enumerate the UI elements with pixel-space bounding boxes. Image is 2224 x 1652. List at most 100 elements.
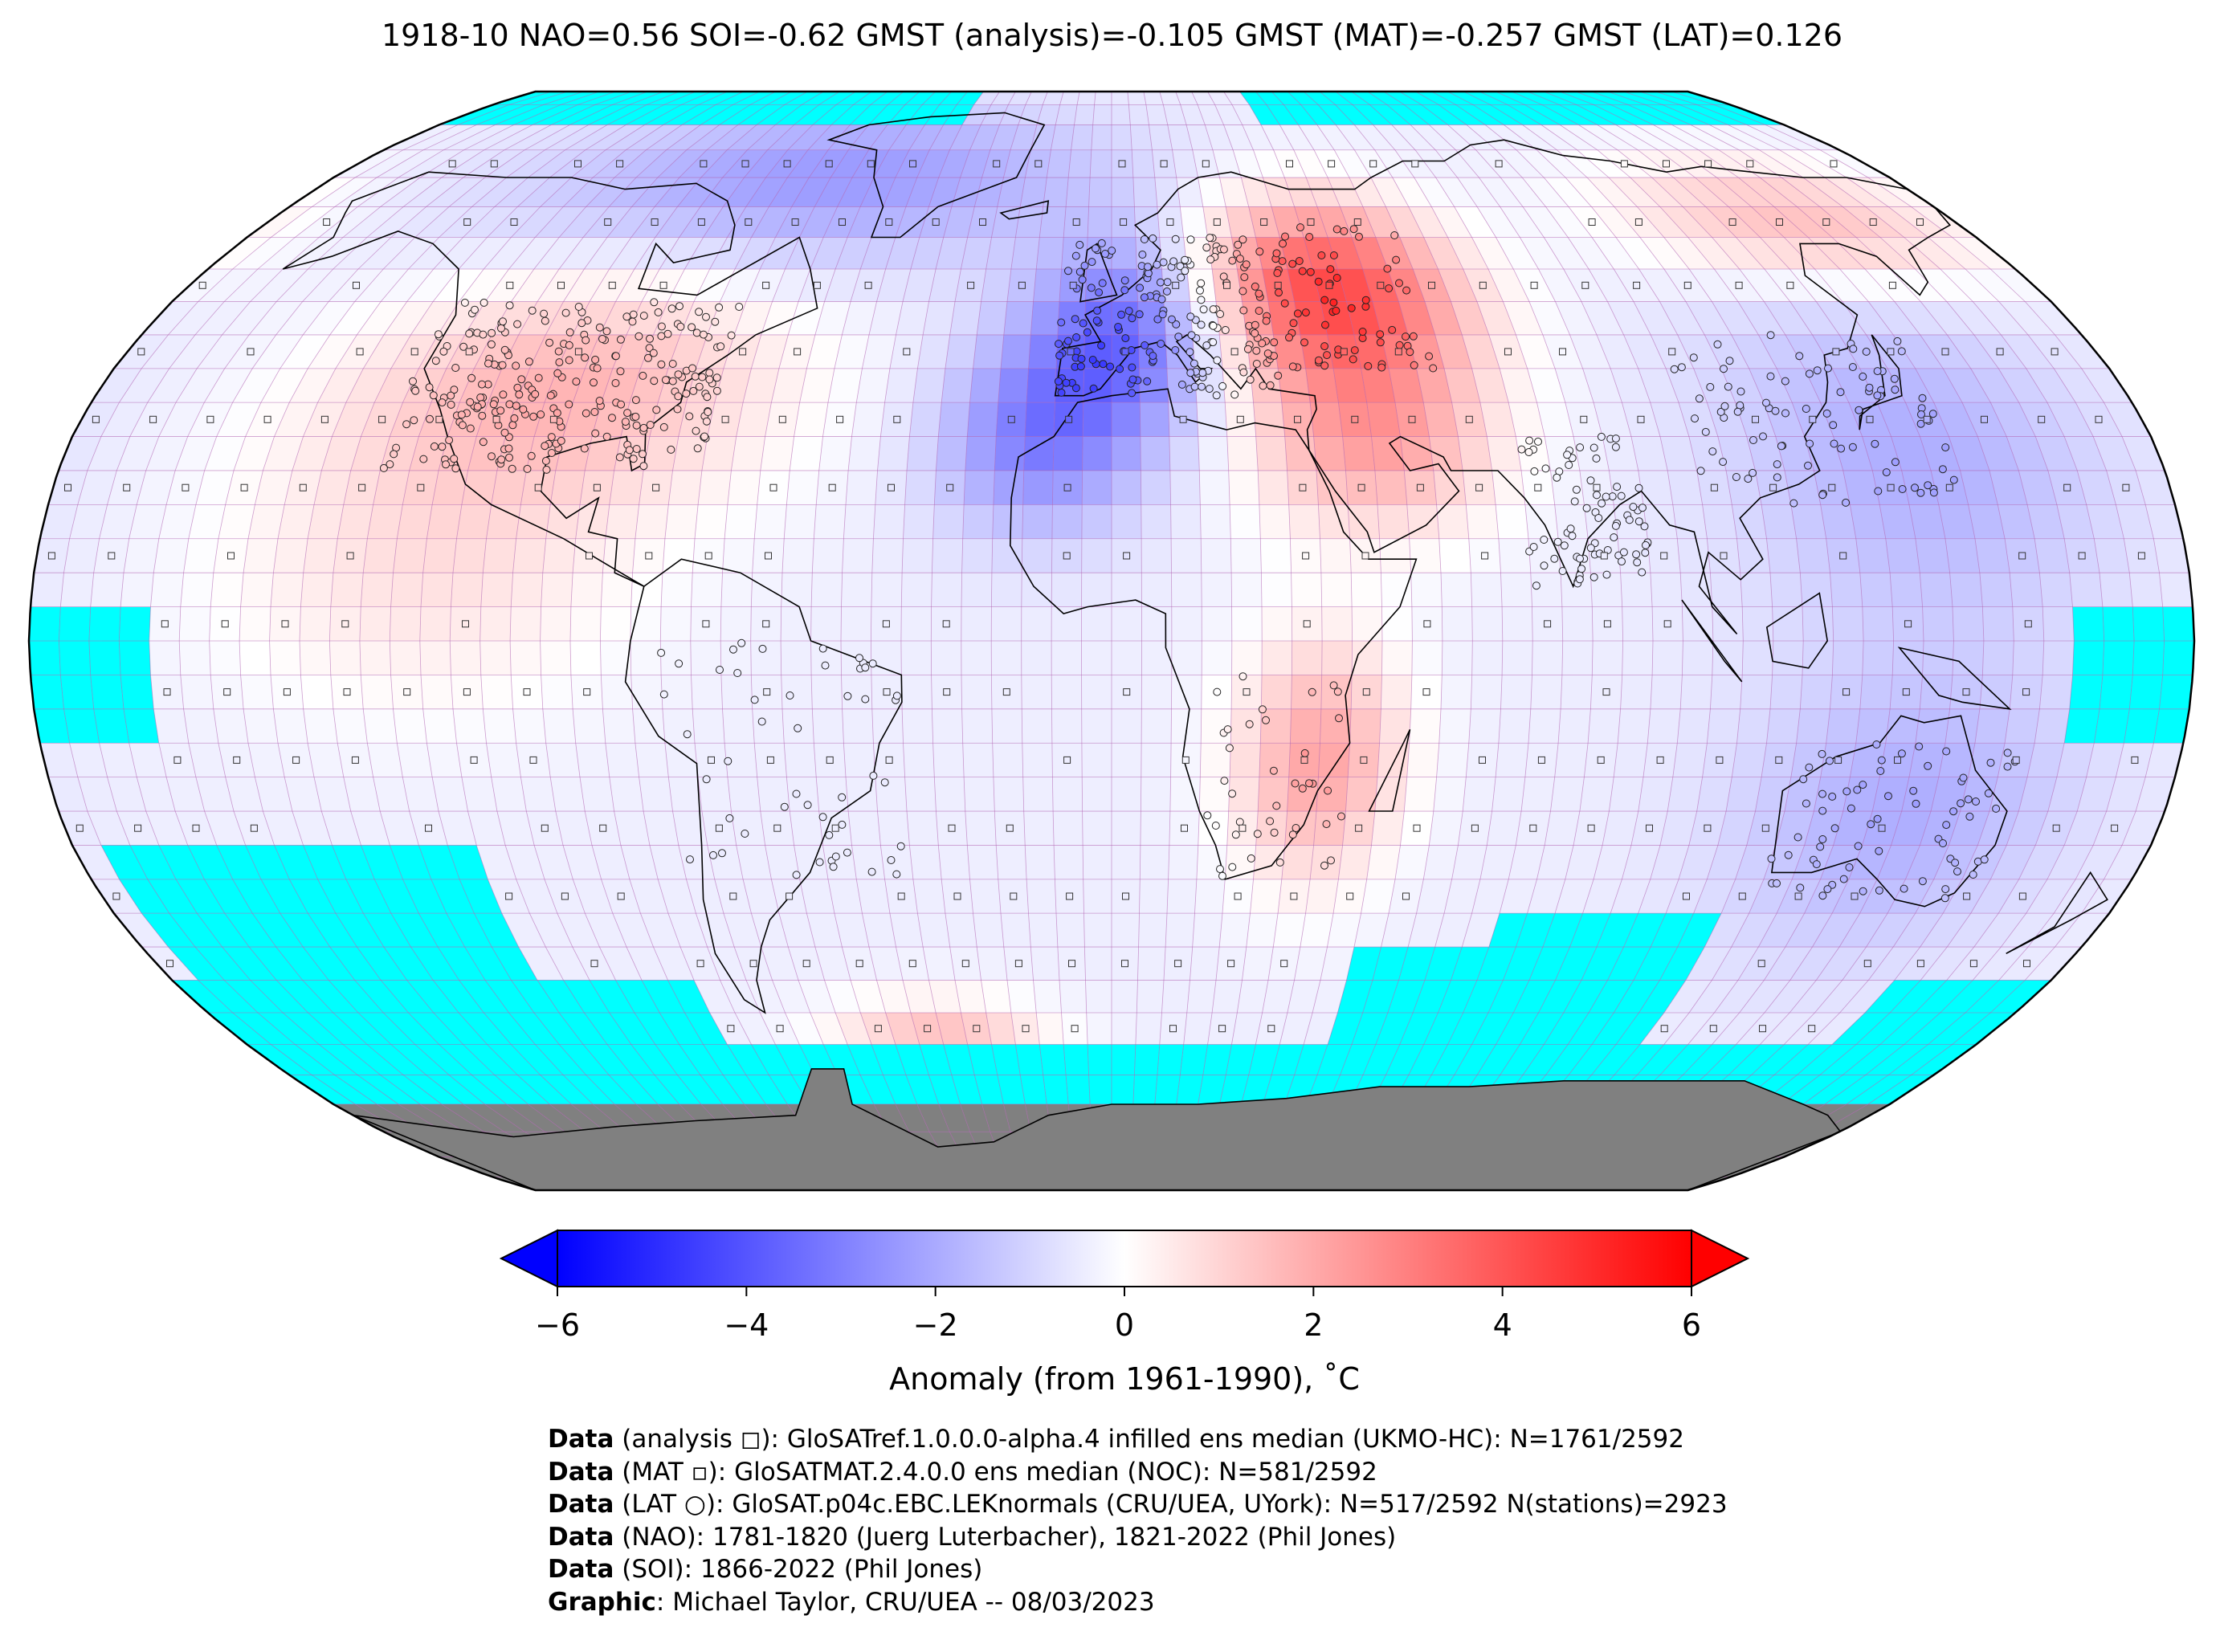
grid-cell xyxy=(1739,980,1790,1013)
grid-cell xyxy=(1660,811,1697,846)
grid-cell xyxy=(1812,913,1860,948)
colorbar-ticks: −6 −4 −2 0 2 4 6 xyxy=(535,1287,1701,1343)
grid-cell xyxy=(1672,743,1708,777)
grid-cell xyxy=(402,777,439,811)
grid-cell xyxy=(278,504,314,539)
grid-cell xyxy=(77,471,117,505)
grid-cell xyxy=(542,538,576,573)
grid-cell xyxy=(483,538,516,573)
grid-cell xyxy=(2025,947,2083,981)
grid-cell xyxy=(1051,675,1082,709)
credit-analysis: Data (analysis ◻): GloSATref.1.0.0.0-alp… xyxy=(548,1425,1684,1454)
grid-cell xyxy=(2159,675,2193,709)
grid-cell xyxy=(354,980,409,1013)
colorbar-tick-label: 2 xyxy=(1304,1307,1323,1343)
grid-cell xyxy=(1262,606,1292,641)
grid-cell xyxy=(124,538,159,573)
grid-cell xyxy=(992,504,1023,539)
grid-cell xyxy=(1231,573,1262,607)
grid-cell xyxy=(390,573,423,607)
grid-cell xyxy=(363,538,398,573)
grid-cell xyxy=(168,947,225,981)
grid-cell xyxy=(480,573,513,607)
grid-cell xyxy=(1190,947,1220,981)
grid-cell xyxy=(2077,777,2116,811)
grid-cell xyxy=(1261,573,1292,607)
grid-cell xyxy=(981,1104,1010,1132)
grid-cell xyxy=(1423,1013,1463,1045)
grid-cell xyxy=(496,811,535,846)
grid-cell xyxy=(1751,1044,1809,1075)
grid-cell xyxy=(1947,913,1999,948)
grid-cell xyxy=(224,913,276,948)
grid-cell xyxy=(781,675,813,709)
grid-cell xyxy=(677,1075,723,1104)
grid-cell xyxy=(573,708,606,744)
grid-cell xyxy=(639,777,673,811)
grid-cell xyxy=(1161,980,1190,1013)
grid-cell xyxy=(129,743,167,777)
grid-cell xyxy=(1086,1013,1112,1045)
grid-cell xyxy=(373,471,410,505)
grid-cell xyxy=(2129,573,2163,607)
grid-cell xyxy=(1830,573,1863,607)
grid-cell xyxy=(985,1013,1016,1045)
grid-cell xyxy=(222,947,277,981)
grid-cell xyxy=(71,845,120,879)
grid-cell xyxy=(1796,538,1830,573)
grid-cell xyxy=(1454,1044,1496,1075)
grid-cell xyxy=(1622,845,1660,879)
grid-cell xyxy=(34,708,70,744)
grid-cell xyxy=(757,777,790,811)
grid-cell xyxy=(2047,777,2087,811)
grid-cell xyxy=(843,743,875,777)
grid-cell xyxy=(992,743,1023,777)
grid-cell xyxy=(661,675,693,709)
grid-cell xyxy=(823,1044,861,1075)
grid-cell xyxy=(694,980,735,1013)
grid-cell xyxy=(1561,573,1593,607)
grid-cell xyxy=(271,1044,335,1075)
grid-cell xyxy=(1112,1013,1137,1045)
grid-cell xyxy=(1915,708,1950,744)
grid-cell xyxy=(2069,573,2103,607)
grid-cell xyxy=(1561,606,1594,641)
grid-cell xyxy=(1199,777,1230,811)
grid-cell xyxy=(1230,538,1262,573)
grid-cell xyxy=(188,743,226,777)
grid-cell xyxy=(1273,913,1306,948)
grid-cell xyxy=(464,947,512,981)
grid-cell xyxy=(1689,980,1738,1013)
grid-cell xyxy=(537,980,585,1013)
grid-cell xyxy=(630,641,662,675)
grid-cell xyxy=(1785,913,1833,948)
grid-cell xyxy=(359,641,391,675)
grid-cell xyxy=(1063,1044,1089,1075)
grid-cell xyxy=(1940,980,1999,1013)
grid-cell xyxy=(1891,811,1932,846)
grid-cell xyxy=(1287,980,1320,1013)
grid-cell xyxy=(678,845,715,879)
grid-cell xyxy=(1915,538,1950,573)
grid-cell xyxy=(991,641,1022,675)
grid-cell xyxy=(1429,811,1463,846)
grid-cell xyxy=(2086,504,2124,539)
grid-cell xyxy=(931,573,962,607)
grid-cell xyxy=(545,947,590,981)
grid-cell xyxy=(501,913,546,948)
grid-cell xyxy=(1890,980,1947,1013)
grid-cell xyxy=(991,538,1022,573)
grid-cell xyxy=(367,1044,426,1075)
grid-cell xyxy=(1521,777,1555,811)
grid-cell xyxy=(198,980,258,1013)
grid-cell xyxy=(2102,641,2135,675)
grid-cell xyxy=(961,708,993,744)
grid-cell xyxy=(662,538,695,573)
grid-cell xyxy=(964,777,995,811)
grid-cell xyxy=(605,504,639,539)
grid-cell xyxy=(410,947,459,981)
grid-cell xyxy=(511,1044,564,1075)
grid-cell xyxy=(335,913,384,948)
grid-cell xyxy=(1982,606,2014,641)
grid-cell xyxy=(1865,980,1921,1013)
